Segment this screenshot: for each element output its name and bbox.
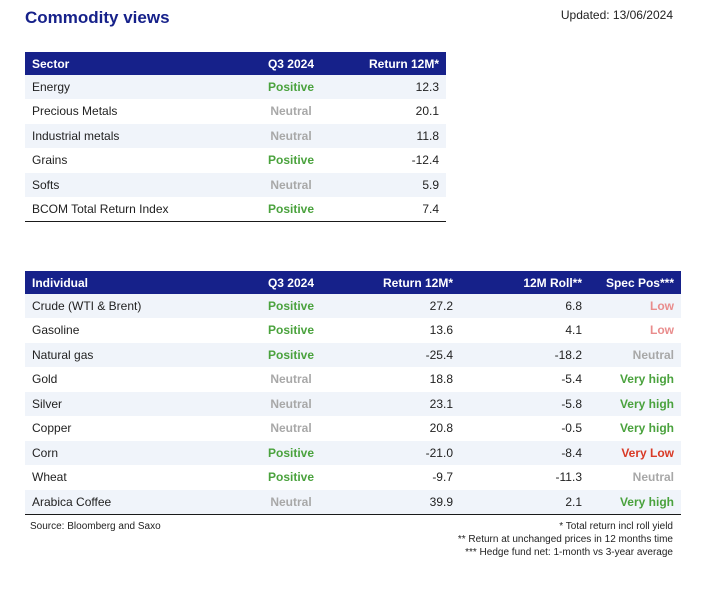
commodity-name-cell: Corn: [25, 440, 244, 466]
view-cell: Positive: [244, 440, 338, 466]
individual-table: Individual Q3 2024 Return 12M* 12M Roll*…: [25, 271, 681, 515]
view-cell: Positive: [244, 318, 338, 343]
header-12m-roll: 12M Roll**: [460, 271, 589, 294]
footnote: * Total return incl roll yield: [559, 521, 673, 532]
view-cell: Neutral: [244, 367, 338, 392]
table-row: Corn Positive -21.0 -8.4 Very Low: [25, 440, 681, 466]
spec-pos-cell: Low: [589, 294, 681, 319]
commodity-name-cell: Crude (WTI & Brent): [25, 294, 244, 319]
footnotes: * Total return incl roll yield ** Return…: [433, 521, 673, 560]
return-cell: 7.4: [338, 197, 446, 222]
spec-pos-cell: Very high: [589, 489, 681, 515]
return-cell: -9.7: [338, 465, 460, 490]
view-cell: Positive: [244, 342, 338, 368]
roll-cell: -0.5: [460, 416, 589, 441]
page-title: Commodity views: [25, 8, 170, 27]
table-row: Crude (WTI & Brent) Positive 27.2 6.8 Low: [25, 294, 681, 319]
view-cell: Neutral: [244, 99, 338, 124]
table-row: Copper Neutral 20.8 -0.5 Very high: [25, 416, 681, 441]
view-cell: Neutral: [244, 391, 338, 417]
roll-cell: -11.3: [460, 465, 589, 490]
return-cell: -25.4: [338, 342, 460, 368]
return-cell: 12.3: [338, 75, 446, 100]
return-cell: 18.8: [338, 367, 460, 392]
table-row: Arabica Coffee Neutral 39.9 2.1 Very high: [25, 489, 681, 515]
sector-name-cell: Industrial metals: [25, 123, 244, 149]
sector-name-cell: Grains: [25, 148, 244, 173]
individual-header-row: Individual Q3 2024 Return 12M* 12M Roll*…: [25, 271, 681, 294]
return-cell: 20.1: [338, 99, 446, 124]
return-cell: -21.0: [338, 440, 460, 466]
roll-cell: -5.4: [460, 367, 589, 392]
view-cell: Neutral: [244, 416, 338, 441]
sector-name-cell: Precious Metals: [25, 99, 244, 124]
return-cell: -12.4: [338, 148, 446, 173]
view-cell: Neutral: [244, 172, 338, 198]
return-cell: 39.9: [338, 489, 460, 515]
roll-cell: 6.8: [460, 294, 589, 319]
table-row: Gold Neutral 18.8 -5.4 Very high: [25, 367, 681, 392]
spec-pos-cell: Low: [589, 318, 681, 343]
footnote: ** Return at unchanged prices in 12 mont…: [457, 534, 673, 545]
table-row: Grains Positive -12.4: [25, 148, 446, 173]
spec-pos-cell: Very high: [589, 367, 681, 392]
commodity-name-cell: Wheat: [25, 465, 244, 490]
commodity-name-cell: Copper: [25, 416, 244, 441]
sector-name-cell: Softs: [25, 172, 244, 198]
spec-pos-cell: Very high: [589, 416, 681, 441]
return-cell: 23.1: [338, 391, 460, 417]
roll-cell: 4.1: [460, 318, 589, 343]
roll-cell: -5.8: [460, 391, 589, 417]
sector-name-cell: BCOM Total Return Index: [25, 197, 244, 222]
view-cell: Neutral: [244, 489, 338, 515]
header-q3-2024: Q3 2024: [244, 52, 338, 75]
sector-header-row: Sector Q3 2024 Return 12M*: [25, 52, 446, 75]
table-row: Gasoline Positive 13.6 4.1 Low: [25, 318, 681, 343]
sector-table: Sector Q3 2024 Return 12M* Energy Positiv…: [25, 52, 446, 222]
header-return-12m: Return 12M*: [338, 271, 460, 294]
view-cell: Positive: [244, 75, 338, 100]
source-note: Source: Bloomberg and Saxo: [30, 521, 161, 532]
view-cell: Positive: [244, 197, 338, 222]
footnote: *** Hedge fund net: 1-month vs 3-year av…: [465, 547, 673, 558]
updated-date: Updated: 13/06/2024: [560, 8, 673, 22]
view-cell: Positive: [244, 294, 338, 319]
commodity-name-cell: Gasoline: [25, 318, 244, 343]
table-row: Silver Neutral 23.1 -5.8 Very high: [25, 391, 681, 417]
sector-name-cell: Energy: [25, 75, 244, 100]
roll-cell: -8.4: [460, 440, 589, 466]
table-row: Industrial metals Neutral 11.8: [25, 123, 446, 149]
view-cell: Positive: [244, 465, 338, 490]
spec-pos-cell: Neutral: [589, 342, 681, 368]
table-row: Natural gas Positive -25.4 -18.2 Neutral: [25, 342, 681, 368]
commodity-name-cell: Silver: [25, 391, 244, 417]
return-cell: 27.2: [338, 294, 460, 319]
return-cell: 11.8: [338, 123, 446, 149]
view-cell: Neutral: [244, 123, 338, 149]
commodity-name-cell: Natural gas: [25, 342, 244, 368]
table-row: BCOM Total Return Index Positive 7.4: [25, 197, 446, 222]
table-row: Precious Metals Neutral 20.1: [25, 99, 446, 124]
header-individual: Individual: [25, 271, 244, 294]
spec-pos-cell: Very high: [589, 391, 681, 417]
return-cell: 5.9: [338, 172, 446, 198]
header-sector: Sector: [25, 52, 244, 75]
table-row: Wheat Positive -9.7 -11.3 Neutral: [25, 465, 681, 490]
header-q3-2024: Q3 2024: [244, 271, 338, 294]
spec-pos-cell: Very Low: [589, 440, 681, 466]
spec-pos-cell: Neutral: [589, 465, 681, 490]
return-cell: 13.6: [338, 318, 460, 343]
view-cell: Positive: [244, 148, 338, 173]
header-return-12m: Return 12M*: [338, 52, 446, 75]
return-cell: 20.8: [338, 416, 460, 441]
header-spec-pos: Spec Pos***: [589, 271, 681, 294]
table-row: Energy Positive 12.3: [25, 75, 446, 100]
table-row: Softs Neutral 5.9: [25, 172, 446, 198]
commodity-name-cell: Arabica Coffee: [25, 489, 244, 515]
roll-cell: 2.1: [460, 489, 589, 515]
roll-cell: -18.2: [460, 342, 589, 368]
commodity-name-cell: Gold: [25, 367, 244, 392]
